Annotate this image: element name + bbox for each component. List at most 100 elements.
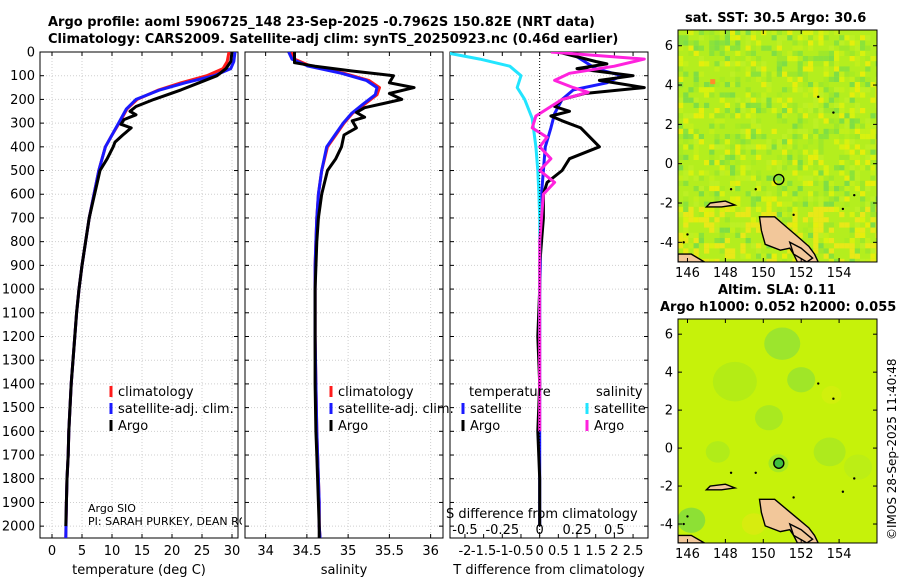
- map-cell: [844, 97, 850, 103]
- map-cell: [797, 45, 803, 51]
- map-cell: [875, 238, 877, 244]
- map-cell: [714, 108, 720, 114]
- map-cell: [719, 92, 725, 98]
- map-cell: [875, 248, 877, 254]
- map-cell: [860, 45, 866, 51]
- map-cell: [719, 61, 725, 67]
- map-cell: [834, 102, 840, 108]
- map-cell: [870, 165, 876, 171]
- map-cell: [714, 217, 720, 223]
- legend-label: Argo: [338, 419, 368, 434]
- map-cell: [870, 196, 876, 202]
- map-cell: [839, 66, 845, 72]
- map-cell: [787, 97, 793, 103]
- y-tick-label: -2: [660, 197, 673, 212]
- map-cell: [823, 186, 829, 192]
- map-cell: [776, 45, 782, 51]
- map-cell: [870, 201, 876, 207]
- map-cell: [698, 113, 704, 119]
- map-cell: [849, 118, 855, 124]
- map-cell: [683, 154, 689, 160]
- map-cell: [750, 201, 756, 207]
- map-cell: [693, 102, 699, 108]
- map-cell: [735, 61, 741, 67]
- x-tick-label: 2.5: [623, 544, 644, 559]
- map-cell: [735, 144, 741, 150]
- map-cell: [787, 71, 793, 77]
- map-cell: [735, 113, 741, 119]
- map-cell: [802, 30, 808, 36]
- map-cell: [756, 248, 762, 254]
- map-cell: [709, 191, 715, 197]
- map-cell: [865, 82, 871, 88]
- map-cell: [776, 61, 782, 67]
- map-cell: [698, 71, 704, 77]
- map-cell: [787, 154, 793, 160]
- argo-float-marker: [773, 457, 785, 469]
- map-cell: [860, 212, 866, 218]
- map-cell: [756, 71, 762, 77]
- map-cell: [808, 222, 814, 228]
- y-tick-label: 200: [10, 93, 35, 108]
- map-cell: [693, 253, 699, 259]
- map-cell: [766, 212, 772, 218]
- map-cell: [698, 87, 704, 93]
- map-cell: [865, 186, 871, 192]
- map-cell: [849, 175, 855, 181]
- map-cell: [740, 134, 746, 140]
- map-cell: [834, 139, 840, 145]
- x-tick-label: 152: [789, 547, 814, 562]
- map-cell: [766, 149, 772, 155]
- map-cell: [813, 243, 819, 249]
- map-cell: [750, 134, 756, 140]
- map-cell: [823, 61, 829, 67]
- x-tick-label: 35.5: [375, 544, 404, 559]
- map-cell: [714, 45, 720, 51]
- map-cell: [865, 118, 871, 124]
- map-cell: [802, 35, 808, 41]
- map-cell: [797, 232, 803, 238]
- map-cell: [756, 76, 762, 82]
- map-cell: [839, 243, 845, 249]
- map-cell: [860, 258, 866, 262]
- map-cell: [678, 123, 684, 129]
- map-cell: [823, 232, 829, 238]
- map-cell: [860, 35, 866, 41]
- y-tick-label: -2: [660, 480, 673, 495]
- map-cell: [839, 154, 845, 160]
- island: [832, 111, 835, 114]
- map-cell: [818, 175, 824, 181]
- map-cell: [688, 113, 694, 119]
- map-cell: [854, 154, 860, 160]
- map-cell: [860, 82, 866, 88]
- map-cell: [678, 56, 684, 62]
- map-cell: [818, 108, 824, 114]
- map-cell: [802, 165, 808, 171]
- map-cell: [683, 71, 689, 77]
- map-cell: [854, 56, 860, 62]
- map-cell: [844, 118, 850, 124]
- map-cell: [828, 50, 834, 56]
- map-cell: [875, 170, 877, 176]
- map-cell: [870, 253, 876, 259]
- map-cell: [875, 149, 877, 155]
- map-cell: [745, 30, 751, 36]
- map-cell: [698, 212, 704, 218]
- figure-title-line1: Argo profile: aoml 5906725_148 23-Sep-20…: [48, 15, 595, 30]
- map-cell: [771, 97, 777, 103]
- map-cell: [787, 248, 793, 254]
- map-cell: [818, 154, 824, 160]
- map-cell: [792, 170, 798, 176]
- map-cell: [766, 71, 772, 77]
- map-cell: [740, 56, 746, 62]
- map-cell: [823, 217, 829, 223]
- map-cell: [870, 97, 876, 103]
- secondary-tick-label: 0.5: [604, 523, 625, 538]
- map-cell: [766, 144, 772, 150]
- map-cell: [854, 92, 860, 98]
- map-cell: [693, 134, 699, 140]
- salinity-panel: 34 34.5 35 35.5 36 salinity climatology satelli…: [244, 51, 454, 578]
- map-cell: [875, 40, 877, 46]
- map-cell: [792, 222, 798, 228]
- map-cell: [834, 206, 840, 212]
